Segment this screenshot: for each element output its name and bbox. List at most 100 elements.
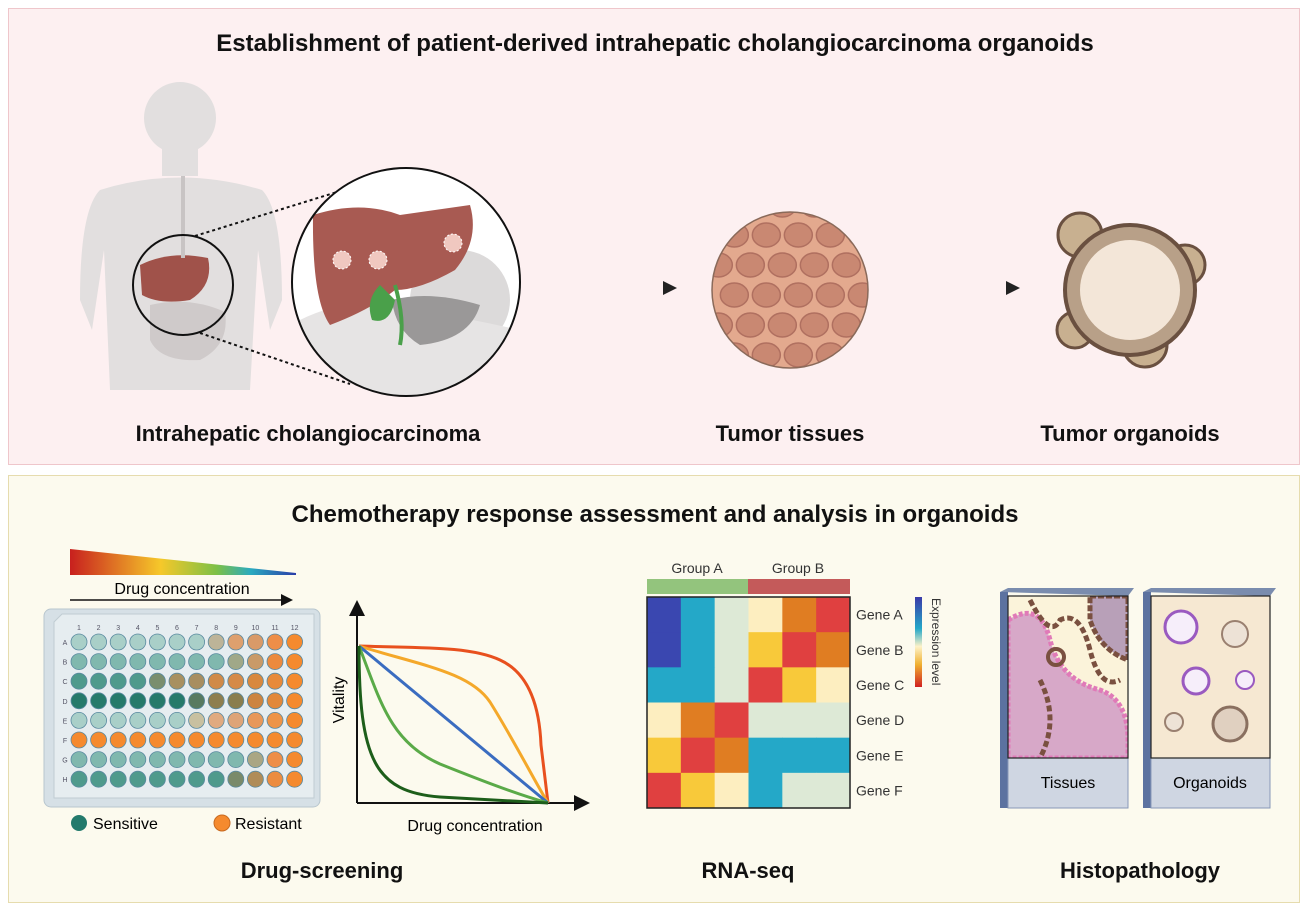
plate-well bbox=[188, 692, 206, 710]
plate-well bbox=[168, 731, 186, 749]
plate-well bbox=[109, 672, 127, 690]
plate-well bbox=[129, 751, 147, 768]
plate-well bbox=[266, 672, 284, 690]
plate-well bbox=[90, 712, 107, 729]
plate-well bbox=[266, 653, 284, 670]
row-letter: F bbox=[63, 738, 67, 745]
top-panel-title: Establishment of patient-derived intrahe… bbox=[216, 30, 1094, 57]
plate-well bbox=[70, 751, 88, 768]
label-drug-screening: Drug-screening bbox=[240, 858, 404, 883]
heatmap-cell bbox=[748, 597, 783, 633]
response-curve bbox=[357, 645, 549, 805]
column-number: 6 bbox=[175, 625, 179, 632]
label-rna-seq: RNA-seq bbox=[701, 858, 795, 883]
resistant-legend-label: Resistant bbox=[235, 816, 302, 833]
plate-well bbox=[266, 731, 284, 749]
tissue-cell bbox=[767, 252, 798, 278]
plate-well bbox=[109, 692, 127, 710]
plate-well bbox=[148, 731, 166, 749]
row-letter: G bbox=[62, 758, 67, 765]
plate-well bbox=[207, 633, 225, 651]
plate-well bbox=[168, 770, 186, 788]
plate-well bbox=[286, 633, 304, 651]
group-a-label: Group A bbox=[671, 560, 723, 576]
tissue-cell bbox=[815, 342, 846, 368]
tissue-cell bbox=[783, 342, 814, 368]
plate-well bbox=[286, 712, 304, 729]
plate-well bbox=[266, 751, 284, 768]
heatmap-cell bbox=[748, 702, 783, 739]
plate-well bbox=[70, 712, 88, 729]
plate-well bbox=[148, 692, 166, 710]
gene-label: Gene C bbox=[856, 677, 904, 693]
plate-well bbox=[70, 770, 88, 788]
heatmap-cell bbox=[782, 702, 817, 739]
colorbar-label: Expression level bbox=[929, 598, 943, 685]
row-letter: D bbox=[62, 699, 67, 706]
plate-well bbox=[168, 712, 186, 729]
plate-well bbox=[70, 672, 88, 690]
plate-well bbox=[148, 751, 166, 768]
plate-well bbox=[207, 653, 225, 670]
gene-label: Gene E bbox=[856, 747, 903, 763]
tissue-cell bbox=[880, 223, 908, 247]
tissue-cell bbox=[751, 282, 782, 308]
column-number: 7 bbox=[195, 625, 199, 632]
heatmap-cell bbox=[782, 667, 817, 703]
plate-well bbox=[129, 633, 147, 651]
plate-well bbox=[246, 692, 264, 710]
plate-well bbox=[286, 692, 304, 710]
plate-well bbox=[90, 770, 107, 788]
plate-well bbox=[207, 751, 225, 768]
plate-well bbox=[188, 653, 206, 670]
plate-well bbox=[246, 731, 264, 749]
plate-well bbox=[129, 712, 147, 729]
row-letter: E bbox=[63, 718, 68, 725]
plate-well bbox=[70, 692, 88, 710]
heatmap-cell bbox=[714, 737, 749, 774]
heatmap-cell bbox=[647, 702, 682, 739]
plate-well bbox=[246, 633, 264, 651]
group-a-bar bbox=[647, 579, 748, 594]
tumor-tissue-illustration bbox=[711, 211, 908, 369]
tissue-cell bbox=[712, 312, 734, 338]
tissue-cell bbox=[751, 222, 782, 248]
sensitive-legend-label: Sensitive bbox=[93, 816, 158, 833]
plate-well bbox=[207, 712, 225, 729]
plate-well bbox=[286, 672, 304, 690]
heatmap-cell bbox=[816, 702, 851, 739]
heatmap-cell bbox=[714, 597, 749, 633]
heatmap-cell bbox=[647, 737, 682, 774]
plate-well bbox=[148, 770, 166, 788]
heatmap-cell bbox=[748, 632, 783, 668]
tissue-cell bbox=[735, 252, 766, 278]
plate-well bbox=[109, 731, 127, 749]
plate-well bbox=[70, 633, 88, 651]
heatmap-cell bbox=[748, 737, 783, 774]
plate-well bbox=[109, 751, 127, 768]
heatmap-cell bbox=[816, 597, 851, 633]
plate-well bbox=[227, 712, 245, 729]
plate-well bbox=[148, 633, 166, 651]
plate-well bbox=[246, 672, 264, 690]
heatmap-cell bbox=[680, 737, 716, 774]
plate-well bbox=[207, 731, 225, 749]
response-curve bbox=[358, 644, 549, 805]
plate-well bbox=[90, 751, 107, 768]
tissue-cell bbox=[735, 312, 766, 338]
plate-well bbox=[70, 653, 88, 670]
arrow-head-1 bbox=[663, 281, 677, 295]
y-axis-label: Vitality bbox=[331, 677, 348, 724]
plate-well bbox=[227, 692, 245, 710]
resistant-legend-dot bbox=[213, 814, 231, 832]
plate-well bbox=[168, 633, 186, 651]
heatmap-cell bbox=[782, 597, 817, 633]
plate-well bbox=[266, 633, 284, 651]
plate-well bbox=[109, 653, 127, 670]
response-curve bbox=[358, 644, 550, 804]
tissue-cell bbox=[847, 282, 868, 308]
plate-well bbox=[188, 731, 206, 749]
plate-well bbox=[227, 770, 245, 788]
plate-well bbox=[246, 653, 264, 670]
